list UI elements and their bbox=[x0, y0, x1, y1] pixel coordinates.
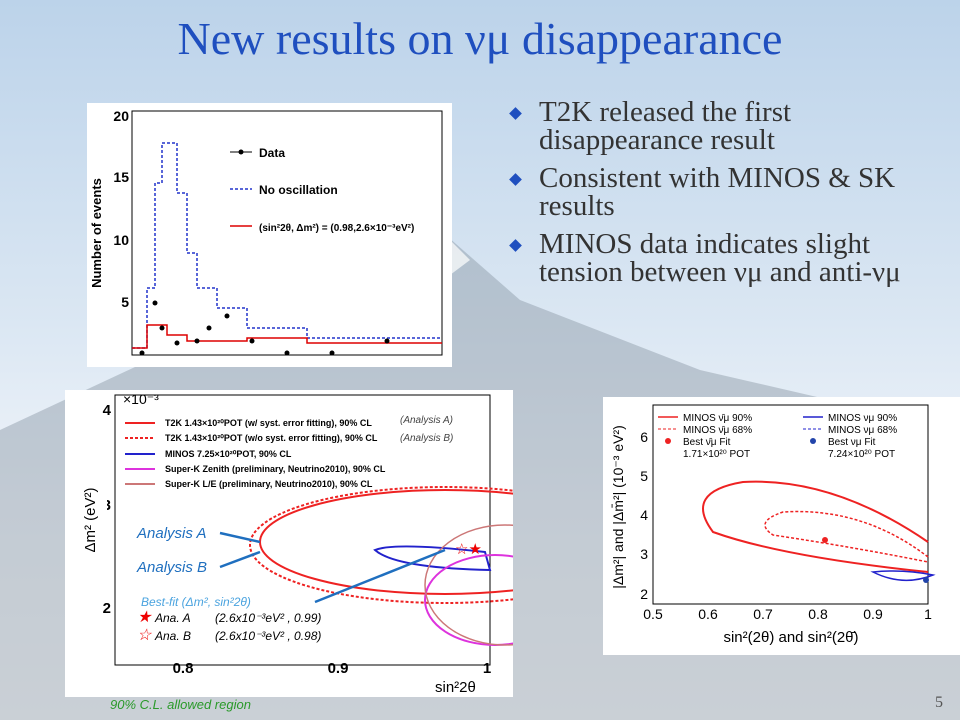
tick: 10 bbox=[113, 232, 129, 248]
svg-text:☆★: ☆★ bbox=[455, 541, 482, 558]
exponent: ×10⁻³ bbox=[123, 391, 159, 407]
best-fit: (2.6x10⁻³eV² , 0.98) bbox=[215, 629, 321, 643]
contour-plot: ×10⁻³ 4 3 2 0.8 0.9 1 T2K 1.43×10²⁰POT (… bbox=[65, 390, 513, 697]
tick: 2 bbox=[103, 600, 111, 617]
tick: 1 bbox=[924, 606, 932, 622]
legend: Data bbox=[259, 146, 285, 160]
bullet: T2K released the first disappearance res… bbox=[505, 98, 945, 155]
t2k-spectrum: 20 15 10 5 Number of events Data No osci… bbox=[87, 103, 452, 367]
y-label: Δm² (eV²) bbox=[82, 487, 99, 552]
tick: 0.9 bbox=[863, 606, 883, 622]
legend: No oscillation bbox=[259, 183, 338, 197]
tick: 15 bbox=[113, 169, 129, 185]
tick: 4 bbox=[103, 402, 112, 419]
legend: T2K 1.43×10²⁰POT (w/ syst. error fitting… bbox=[165, 418, 372, 428]
best-fit-title: Best-fit (Δm², sin²2θ) bbox=[141, 595, 251, 609]
tick: 0.6 bbox=[698, 606, 718, 622]
legend: Super-K Zenith (preliminary, Neutrino201… bbox=[165, 464, 386, 474]
legend: T2K 1.43×10²⁰POT (w/o syst. error fittin… bbox=[165, 433, 378, 443]
x-label: sin²(2θ) and sin²(2θ̄) bbox=[723, 629, 858, 646]
tick: 0.9 bbox=[328, 660, 349, 677]
legend: (sin²2θ, Δm²) = (0.98,2.6×10⁻³eV²) bbox=[259, 223, 414, 234]
tick: 3 bbox=[640, 546, 648, 562]
legend-tag: (Analysis A) bbox=[400, 415, 453, 426]
page-number: 5 bbox=[935, 694, 943, 711]
bullet: Consistent with MINOS & SK results bbox=[505, 164, 945, 221]
tick: 20 bbox=[113, 108, 129, 124]
tick: 4 bbox=[640, 507, 648, 523]
legend-tag: (Analysis B) bbox=[400, 433, 453, 444]
tick: 5 bbox=[121, 294, 129, 310]
svg-text:☆: ☆ bbox=[137, 627, 153, 644]
legend: Best ν̄μ Fit bbox=[683, 437, 731, 448]
legend: MINOS νμ 90% bbox=[828, 413, 897, 424]
tick: 6 bbox=[640, 429, 648, 445]
legend: MINOS νμ 68% bbox=[828, 425, 897, 436]
tick: 0.8 bbox=[173, 660, 194, 677]
legend: 1.71×10²⁰ POT bbox=[683, 449, 750, 460]
legend: MINOS ν̄μ 90% bbox=[683, 413, 752, 424]
tick: 0.8 bbox=[808, 606, 828, 622]
bullets: T2K released the first disappearance res… bbox=[505, 98, 945, 296]
legend: 7.24×10²⁰ POT bbox=[828, 449, 895, 460]
tick: 0.7 bbox=[753, 606, 773, 622]
tick: 5 bbox=[640, 468, 648, 484]
bullet: MINOS data indicates slight tension betw… bbox=[505, 230, 945, 287]
x-label: sin²2θ bbox=[435, 679, 476, 696]
arrow-label: Analysis A bbox=[136, 525, 206, 542]
svg-text:★: ★ bbox=[137, 609, 153, 626]
legend: MINOS ν̄μ 68% bbox=[683, 425, 752, 436]
minos-plot: 2 3 4 5 6 0.5 0.6 0.7 0.8 0.9 1 |Δm²| an… bbox=[603, 397, 960, 655]
tick: 1 bbox=[483, 660, 491, 677]
arrow-label: Analysis B bbox=[136, 559, 207, 576]
tick: 0.5 bbox=[643, 606, 663, 622]
best-fit: Ana. B bbox=[154, 629, 191, 643]
legend: MINOS 7.25×10²⁰POT, 90% CL bbox=[165, 449, 292, 459]
footnote: 90% C.L. allowed region bbox=[110, 697, 251, 712]
legend: Best νμ Fit bbox=[828, 437, 876, 448]
best-fit: (2.6x10⁻³eV² , 0.99) bbox=[215, 611, 321, 625]
y-label: |Δm²| and |Δm̄²| (10⁻³ eV²) bbox=[610, 425, 626, 589]
title: New results on νμ disappearance bbox=[177, 13, 783, 64]
legend: Super-K L/E (preliminary, Neutrino2010),… bbox=[165, 479, 373, 489]
y-label: Number of events bbox=[89, 178, 104, 288]
best-fit: Ana. A bbox=[154, 611, 191, 625]
tick: 2 bbox=[640, 586, 648, 602]
